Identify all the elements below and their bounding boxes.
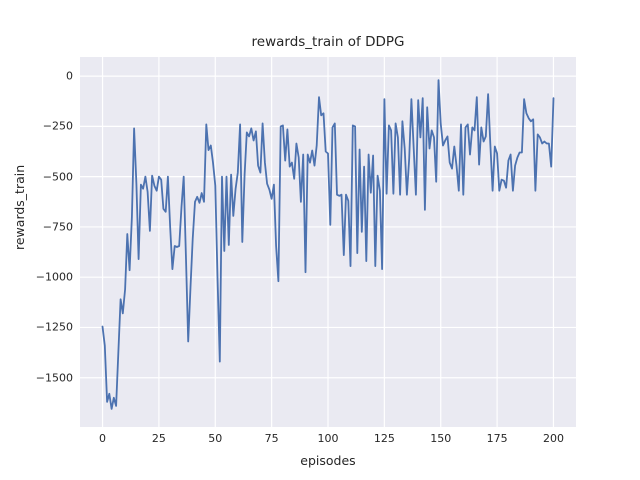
x-tick-label: 0 <box>99 432 107 445</box>
x-tick-label: 150 <box>430 432 452 445</box>
x-tick-label: 25 <box>151 432 166 445</box>
y-tick-label: −250 <box>42 119 73 133</box>
y-tick-label: −500 <box>42 170 73 184</box>
x-tick-label: 75 <box>264 432 279 445</box>
y-tick-label: −1000 <box>35 270 73 284</box>
x-tick-label: 125 <box>373 432 395 445</box>
x-tick-label: 175 <box>486 432 508 445</box>
line-plot-svg <box>80 57 576 427</box>
x-tick-label: 50 <box>208 432 223 445</box>
x-axis-label: episodes <box>300 453 356 468</box>
y-tick-label: −750 <box>42 220 73 234</box>
x-tick-label: 200 <box>542 432 564 445</box>
plot-area <box>80 57 576 427</box>
y-tick-label: −1250 <box>35 320 73 334</box>
chart-title: rewards_train of DDPG <box>251 34 405 50</box>
x-tick-label: 100 <box>317 432 339 445</box>
rewards-line <box>101 79 555 410</box>
y-tick-label: −1500 <box>35 371 73 385</box>
y-tick-label: 0 <box>66 69 73 83</box>
